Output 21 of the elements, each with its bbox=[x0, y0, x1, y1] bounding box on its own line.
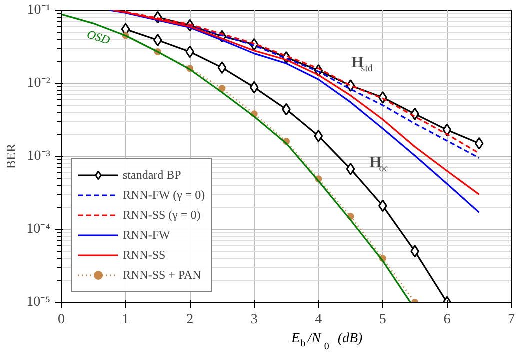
y-tick-label: 10⁻¹ bbox=[27, 3, 51, 18]
x-tick-label: 0 bbox=[58, 312, 65, 328]
x-tick-label: 1 bbox=[122, 312, 130, 328]
x-tick-label: 6 bbox=[444, 312, 451, 328]
legend-label: standard BP bbox=[123, 168, 182, 182]
y-tick-label: 10⁻² bbox=[27, 76, 51, 91]
x-tick-label: 5 bbox=[379, 312, 386, 328]
x-tick-label: 2 bbox=[186, 312, 194, 328]
x-tick-label: 4 bbox=[315, 312, 322, 328]
legend-label: RNN-SS (γ = 0) bbox=[123, 208, 201, 222]
y-tick-label: 10⁻⁵ bbox=[26, 295, 51, 310]
legend-label: RNN-SS + PAN bbox=[123, 268, 202, 282]
y-tick-label: 10⁻⁴ bbox=[26, 222, 51, 237]
x-tick-label: 7 bbox=[508, 312, 515, 328]
y-tick-label: 10⁻³ bbox=[27, 149, 51, 164]
legend-label: RNN-SS bbox=[123, 248, 166, 262]
annotation: OSD bbox=[86, 27, 112, 48]
x-tick-label: 3 bbox=[250, 312, 258, 328]
legend-label: RNN-FW (γ = 0) bbox=[123, 188, 206, 202]
y-axis-title: BER bbox=[4, 144, 19, 170]
legend-label: RNN-FW bbox=[123, 228, 170, 242]
